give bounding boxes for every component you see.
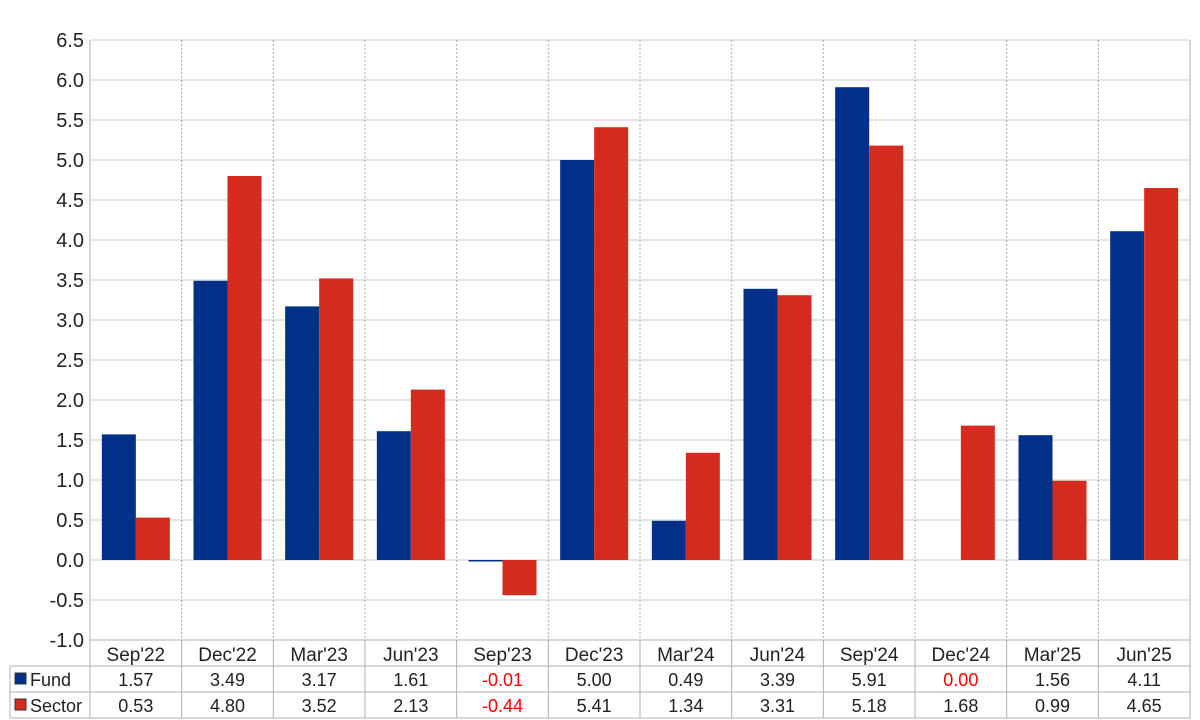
category-label: Jun'25 [1116,645,1171,666]
data-label-fund: 5.00 [577,670,612,690]
bar-fund [743,288,778,560]
category-label: Mar'24 [657,645,715,666]
bar-sector [410,389,445,560]
y-tick-label: 5.5 [56,110,84,132]
bars [101,87,1179,596]
category-label: Jun'24 [750,645,806,666]
data-label-sector: 4.65 [1127,696,1162,716]
bar-fund [1110,231,1145,560]
data-label-fund: 3.49 [210,670,245,690]
category-label: Mar'23 [290,645,347,666]
y-tick-label: 4.5 [56,190,84,212]
y-tick-label: 6.5 [56,30,84,52]
bar-fund [101,434,136,560]
bar-fund [376,431,411,560]
bar-sector [594,127,629,560]
bar-sector [869,145,904,560]
grid-lines [89,39,1191,719]
data-label-fund: 3.17 [302,670,337,690]
legend-swatch-sector [14,698,27,711]
category-label: Dec'22 [198,645,257,666]
category-label: Sep'24 [840,645,899,666]
data-label-sector: 0.99 [1035,696,1070,716]
data-label-sector: -0.44 [482,696,523,716]
y-tick-label: 2.0 [56,390,84,412]
data-label-sector: 1.34 [668,696,703,716]
category-label: Sep'22 [107,645,166,666]
data-label-sector: 5.41 [577,696,612,716]
data-label-sector: 5.18 [852,696,887,716]
bar-fund [560,160,595,560]
data-table: Sep'22 Dec'22 Mar'23 Jun'23 Sep'23 Dec'23 Mar'… [9,639,1190,719]
category-label: Dec'23 [565,645,624,666]
category-label: Jun'23 [383,645,438,666]
bar-fund [1018,435,1053,560]
bar-sector [685,452,720,560]
y-tick-label: 0.0 [56,550,84,572]
y-tick-label: -1.0 [50,630,84,652]
category-label: Dec'24 [932,645,991,666]
data-label-fund: 0.49 [668,670,703,690]
bar-sector [227,176,262,560]
y-tick-label: 3.0 [56,310,84,332]
category-label: Mar'25 [1024,645,1081,666]
bar-fund [285,306,320,560]
data-label-sector: 2.13 [393,696,428,716]
y-tick-label: 3.5 [56,270,84,292]
bar-fund [193,280,228,560]
bar-sector [777,295,812,560]
bar-fund [835,87,870,560]
data-label-fund: 3.39 [760,670,795,690]
bar-sector [135,517,170,560]
y-tick-label: 4.0 [56,230,84,252]
bar-sector [960,425,995,560]
data-label-sector: 3.31 [760,696,795,716]
y-tick-label: 0.5 [56,510,84,532]
data-label-sector: 0.53 [118,696,153,716]
data-label-sector: 3.52 [302,696,337,716]
bar-fund [468,560,503,562]
category-label: Sep'23 [473,645,532,666]
y-tick-label: -0.5 [50,590,84,612]
y-tick-label: 2.5 [56,350,84,372]
y-tick-label: 6.0 [56,70,84,92]
y-tick-label: 1.5 [56,430,84,452]
data-label-sector: 4.80 [210,696,245,716]
y-tick-label: 1.0 [56,470,84,492]
bar-sector [1144,188,1179,560]
data-label-fund: 5.91 [852,670,887,690]
legend-label-sector: Sector [30,696,82,716]
bar-sector [1052,480,1087,560]
data-label-fund: 4.11 [1127,670,1161,690]
y-axis-tick-labels: 6.5 6.0 5.5 5.0 4.5 4.0 3.5 3.0 2.5 2.0 1.5 1.0 0.5 0… [50,30,84,652]
bar-fund [651,520,686,560]
y-tick-label: 5.0 [56,150,84,172]
bar-sector [502,560,537,596]
data-label-sector: 1.68 [943,696,978,716]
data-label-fund: -0.01 [482,670,523,690]
legend-label-fund: Fund [30,670,71,690]
data-label-fund: 1.57 [118,670,153,690]
data-label-fund: 1.61 [393,670,428,690]
bar-sector [319,278,354,560]
data-label-fund: 0.00 [943,670,978,690]
legend-swatch-fund [14,672,27,685]
data-label-fund: 1.56 [1035,670,1070,690]
